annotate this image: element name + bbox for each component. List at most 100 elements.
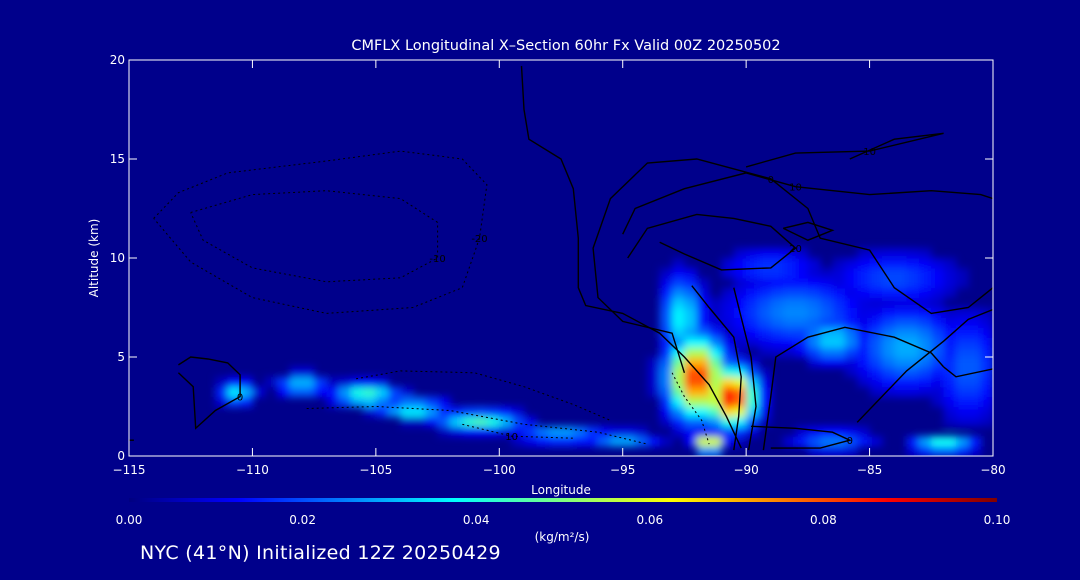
field-cell (943, 416, 957, 427)
field-cell (795, 248, 809, 259)
field-cell (474, 416, 488, 427)
field-cell (931, 287, 945, 299)
field-cell (375, 406, 389, 417)
y-tick-label: 0 (117, 449, 125, 463)
field-cell (857, 277, 871, 289)
field-cell (844, 436, 858, 447)
field-cell (956, 446, 969, 456)
field-cell (647, 386, 661, 398)
field-cell (684, 376, 698, 388)
field-cell (363, 376, 377, 388)
field-cell (869, 386, 883, 398)
field-cell (215, 376, 229, 388)
field-cell (536, 436, 550, 447)
field-cell (894, 327, 908, 338)
field-cell (375, 386, 389, 398)
field-cell (314, 376, 327, 388)
x-tick-label: −110 (236, 463, 269, 477)
colorbar-tick-label: 0.00 (116, 513, 143, 527)
field-cell (980, 307, 993, 318)
field-cell (659, 317, 673, 328)
field-cell (659, 297, 673, 309)
field-cell (956, 366, 969, 378)
field-cell (857, 317, 871, 328)
field-cell (696, 297, 710, 309)
field-cell (931, 376, 945, 388)
field-cell (832, 446, 846, 456)
field-cell (733, 287, 747, 299)
field-cell (931, 327, 945, 338)
field-cell (918, 297, 932, 309)
field-cell (968, 386, 982, 398)
field-cell (894, 258, 908, 269)
field-cell (931, 317, 945, 328)
field-cell (807, 436, 821, 447)
field-cell (659, 337, 673, 348)
field-cell (709, 357, 722, 368)
x-tick-label: −100 (483, 463, 516, 477)
field-cell (770, 248, 784, 259)
y-tick-label: 10 (110, 251, 125, 265)
field-cell (696, 426, 710, 437)
contour-line (462, 423, 574, 439)
field-cell (758, 248, 772, 259)
x-tick-label: −95 (610, 463, 635, 477)
field-cell (709, 307, 722, 318)
field-cell (980, 406, 993, 417)
field-cell (918, 446, 932, 456)
field-cell (943, 327, 957, 338)
field-cell (844, 366, 858, 378)
field-cell (795, 267, 809, 279)
field-cell (733, 357, 747, 368)
field-cell (844, 297, 858, 309)
field-cell (832, 277, 846, 289)
field-cell (980, 357, 993, 368)
field-cell (894, 357, 908, 368)
field-cell (758, 287, 772, 299)
colorbar-unit: (kg/m²/s) (535, 530, 590, 544)
field-cell (499, 406, 513, 417)
field-cell (240, 386, 253, 398)
field-cell (684, 307, 698, 318)
field-cell (721, 357, 735, 368)
field-cell (733, 436, 747, 447)
field-cell (807, 297, 821, 309)
field-cell (758, 396, 772, 408)
field-cell (252, 386, 266, 398)
colorbar-tick-label: 0.10 (984, 513, 1011, 527)
field-cell (832, 258, 846, 269)
field-cell (832, 307, 846, 318)
field-cell (721, 317, 735, 328)
chart-title: CMFLX Longitudinal X–Section 60hr Fx Val… (351, 38, 780, 54)
contour-line (592, 158, 993, 374)
contour-line (177, 356, 241, 430)
field-cell (980, 396, 993, 408)
field-cell (425, 396, 439, 408)
field-cell (659, 376, 673, 388)
field-cell (869, 347, 883, 358)
field-cell (696, 376, 710, 388)
field-cell (672, 406, 685, 417)
field-cell (598, 436, 611, 447)
field-cell (844, 357, 858, 368)
field-cell (659, 406, 673, 417)
contour-line (520, 65, 742, 449)
field-cell (857, 297, 871, 309)
field-cell (980, 366, 993, 378)
field-cell (672, 416, 685, 427)
field-cell (968, 317, 982, 328)
field-cell (684, 267, 698, 279)
field-cell (918, 347, 932, 358)
field-cell (375, 396, 389, 408)
field-cell (881, 347, 895, 358)
field-cell (758, 277, 772, 289)
contour-label: 10 (789, 183, 802, 194)
field-cell (943, 307, 957, 318)
field-cell (746, 248, 759, 259)
field-cell (524, 416, 537, 427)
field-cell (770, 347, 784, 358)
field-cell (881, 337, 895, 348)
field-cell (906, 337, 920, 348)
field-cell (635, 426, 648, 437)
field-cell (881, 386, 895, 398)
